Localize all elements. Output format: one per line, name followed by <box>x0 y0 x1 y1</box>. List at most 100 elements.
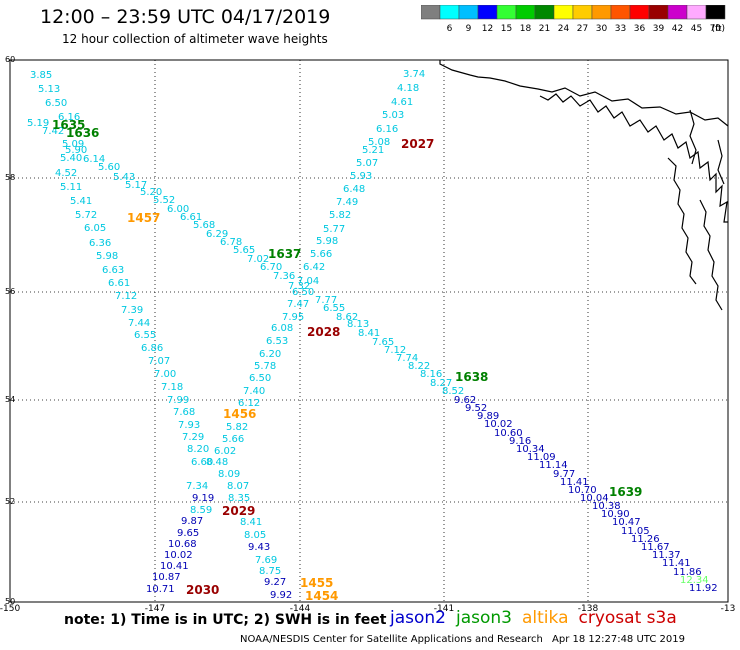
wave-height-value: 5.77 <box>323 224 345 235</box>
wave-height-value: 9.62 <box>454 395 476 406</box>
wave-height-value: 6.70 <box>260 262 282 273</box>
wave-height-value: 7.29 <box>182 432 204 443</box>
wave-height-value: 8.75 <box>259 566 281 577</box>
pass-time-label: 1637 <box>268 247 301 261</box>
wave-height-value: 5.98 <box>316 236 338 247</box>
wave-height-value: 10.90 <box>601 509 630 520</box>
page-subtitle: 12 hour collection of altimeter wave hei… <box>62 32 328 46</box>
wave-height-value: 6.05 <box>84 223 106 234</box>
wave-height-value: 5.43 <box>113 172 135 183</box>
wave-height-value: 5.90 <box>65 145 87 156</box>
wave-height-value: 7.04 <box>297 276 319 287</box>
wave-height-value: 7.36 <box>273 271 295 282</box>
wave-height-value: 7.02 <box>247 254 269 265</box>
wave-height-value: 4.61 <box>391 97 413 108</box>
satellite-name: jason2 <box>390 608 446 628</box>
wave-height-value: 8.27 <box>430 378 452 389</box>
wave-height-value: 5.65 <box>233 245 255 256</box>
wave-height-value: 11.41 <box>560 477 589 488</box>
wave-height-value: 6.16 <box>58 112 80 123</box>
wave-height-value: 7.32 <box>288 281 310 292</box>
pass-time-label: 1456 <box>223 407 256 421</box>
wave-height-value: 5.66 <box>310 249 332 260</box>
wave-height-value: 8.59 <box>190 505 212 516</box>
wave-height-value: 3.74 <box>403 69 425 80</box>
wave-height-value: 5.03 <box>382 110 404 121</box>
wave-height-value: 5.93 <box>350 171 372 182</box>
coastline-alaska <box>439 60 729 311</box>
scale-label: 21 <box>539 24 550 33</box>
wave-height-value: 8.52 <box>442 386 464 397</box>
wave-height-value: 9.77 <box>553 469 575 480</box>
wave-height-value: 11.67 <box>641 542 670 553</box>
wave-height-value: 7.40 <box>243 386 265 397</box>
satellite-name: altika <box>522 608 569 628</box>
lat-label: 56 <box>5 287 15 296</box>
lon-label: -13 <box>721 604 736 614</box>
wave-height-value: 11.37 <box>652 550 681 561</box>
wave-height-value: 7.18 <box>161 382 183 393</box>
wave-height-value: 5.40 <box>60 153 82 164</box>
wave-height-value: 9.43 <box>248 542 270 553</box>
lat-label: 60 <box>5 55 15 64</box>
wave-height-value: 6.08 <box>271 323 293 334</box>
wave-height-value: 8.05 <box>244 530 266 541</box>
wave-height-value: 5.98 <box>96 251 118 262</box>
wave-height-value: 5.60 <box>98 162 120 173</box>
wave-height-value: 7.39 <box>121 305 143 316</box>
wave-height-value: 7.47 <box>287 299 309 310</box>
page-title: 12:00 – 23:59 UTC 04/17/2019 <box>40 6 331 28</box>
lon-label: -150 <box>0 604 20 614</box>
wave-height-value: 10.60 <box>494 428 523 439</box>
wave-height-value: 8.09 <box>218 469 240 480</box>
wave-height-value: 10.87 <box>152 572 181 583</box>
wave-height-value: 8.22 <box>408 361 430 372</box>
wave-height-value: 4.52 <box>55 168 77 179</box>
wave-height-value: 8.20 <box>187 444 209 455</box>
wave-height-value: 7.77 <box>315 295 337 306</box>
scale-label: 33 <box>615 24 626 33</box>
wave-height-value: 5.08 <box>368 137 390 148</box>
wave-height-value: 6.61 <box>108 278 130 289</box>
lon-label: -138 <box>578 604 599 614</box>
wave-height-value: 9.92 <box>270 590 292 601</box>
scale-swatch <box>705 5 726 20</box>
wave-height-value: 8.07 <box>227 481 249 492</box>
wave-height-value: 5.68 <box>193 220 215 231</box>
wave-height-tracks: 3.85 5.13 6.50 5.197.42 5.09 5.40 4.52 5.11 5.41… <box>27 69 718 601</box>
wave-height-value: 5.72 <box>75 210 97 221</box>
scale-label: 70 <box>710 24 722 33</box>
wave-height-value: 7.99 <box>167 395 189 406</box>
wave-height-value: 5.82 <box>226 422 248 433</box>
scale-label: 36 <box>634 24 646 33</box>
scale-label: 27 <box>577 24 588 33</box>
wave-height-value: 6.55 <box>134 330 156 341</box>
satellite-legend: jason2 jason3 altika cryosat s3a <box>390 608 687 628</box>
wave-height-value: 8.35 <box>228 493 250 504</box>
scale-label: 6 <box>447 24 453 33</box>
satellite-name: jason3 <box>456 608 512 628</box>
wave-height-value: 6.86 <box>141 343 163 354</box>
wave-height-value: 7.44 <box>128 318 150 329</box>
wave-height-value: 9.65 <box>177 528 199 539</box>
wave-height-value: 5.11 <box>60 182 82 193</box>
wave-height-value: 10.04 <box>580 493 609 504</box>
pass-time-label: 1455 <box>300 576 333 590</box>
wave-height-value: 11.86 <box>673 567 702 578</box>
wave-height-value: 8.41 <box>240 517 262 528</box>
wave-height-value: 6.00 <box>167 204 189 215</box>
wave-height-value: 6.29 <box>206 229 228 240</box>
scale-label: 9 <box>466 24 472 33</box>
wave-height-value: 5.20 <box>140 187 162 198</box>
wave-height-value: 5.07 <box>356 158 378 169</box>
lon-label: -144 <box>290 604 311 614</box>
wave-height-value: 6.55 <box>323 303 345 314</box>
wave-height-value: 6.50 <box>45 98 67 109</box>
wave-height-value: 7.69 <box>255 555 277 566</box>
satellite-name: cryosat s3a <box>578 608 677 628</box>
pass-time-label: 2027 <box>401 137 434 151</box>
footer-credit: NOAA/NESDIS Center for Satellite Applica… <box>240 634 543 645</box>
wave-height-value: 7.07 <box>148 356 170 367</box>
wave-height-value: 11.09 <box>527 452 556 463</box>
